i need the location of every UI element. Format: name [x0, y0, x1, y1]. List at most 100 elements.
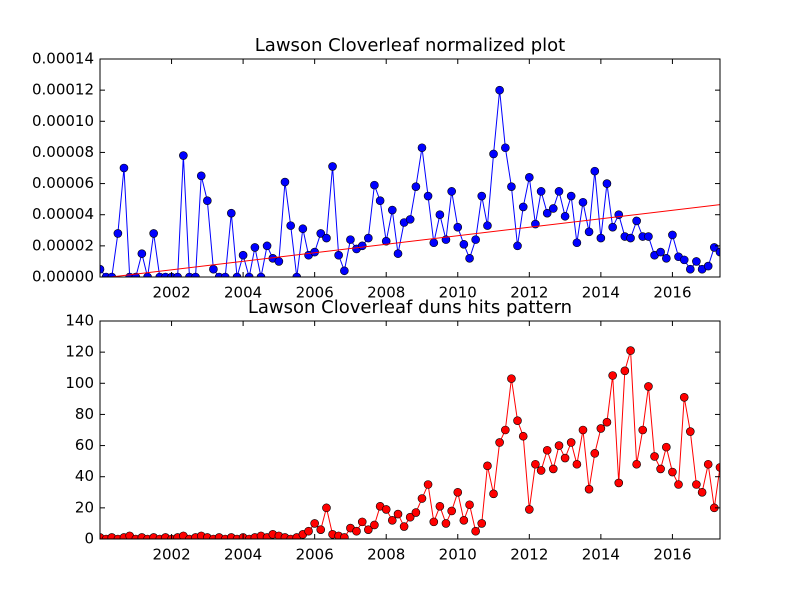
series-group — [100, 85, 720, 277]
data-point — [405, 512, 415, 522]
data-point — [536, 187, 546, 196]
x-tick-label: 2002 — [152, 284, 190, 302]
data-point — [662, 254, 671, 263]
series-group — [100, 346, 720, 539]
data-point — [572, 459, 582, 469]
data-point — [370, 180, 379, 190]
data-line — [100, 90, 720, 277]
data-point — [423, 191, 433, 201]
data-point — [644, 232, 653, 241]
y-tick-label: 100 — [65, 374, 94, 392]
data-point — [608, 222, 617, 232]
data-point — [513, 241, 522, 251]
data-point — [477, 191, 487, 201]
x-tick-label: 2006 — [296, 546, 334, 564]
data-point — [686, 427, 695, 436]
data-point — [703, 261, 713, 271]
data-point — [393, 509, 403, 519]
data-point — [715, 463, 720, 472]
data-point — [584, 484, 594, 494]
data-point — [554, 187, 564, 196]
data-point — [441, 519, 451, 528]
data-point — [692, 480, 701, 489]
y-tick-label: 0.00000 — [32, 268, 94, 286]
data-point — [501, 425, 510, 435]
data-point — [340, 533, 349, 539]
data-point — [387, 205, 397, 215]
x-tick-label: 2012 — [510, 546, 548, 564]
data-point — [489, 489, 498, 499]
data-point — [471, 235, 480, 244]
data-point — [531, 459, 540, 469]
data-point — [495, 438, 504, 447]
data-point — [602, 417, 612, 427]
y-tick-label: 20 — [75, 498, 94, 516]
data-point — [179, 151, 188, 160]
data-point — [483, 461, 492, 471]
trend-line — [110, 204, 720, 277]
data-point — [536, 466, 546, 475]
y-tick-label: 0.00004 — [32, 205, 94, 223]
data-point — [322, 503, 331, 513]
data-point — [501, 143, 510, 153]
data-point — [656, 247, 665, 257]
data-point — [638, 425, 648, 435]
data-point — [370, 520, 379, 530]
data-point — [364, 233, 373, 243]
x-tick-label: 2010 — [439, 284, 477, 302]
data-point — [393, 249, 403, 258]
data-point — [280, 177, 290, 187]
data-point — [686, 264, 695, 274]
data-point — [679, 255, 689, 265]
data-point — [626, 233, 635, 243]
chart-title: Lawson Cloverleaf duns hits pattern — [248, 297, 572, 318]
data-point — [507, 374, 516, 383]
y-tick-label: 0.00008 — [32, 143, 94, 161]
data-point — [513, 416, 522, 425]
data-point — [411, 508, 421, 517]
data-point — [715, 247, 720, 257]
data-point — [417, 494, 427, 503]
chart-title: Lawson Cloverleaf normalized plot — [255, 35, 565, 56]
data-point — [316, 525, 326, 534]
data-point — [632, 459, 641, 469]
data-point — [340, 266, 349, 276]
data-point — [620, 366, 630, 376]
data-point — [525, 173, 534, 182]
axes-frame — [99, 58, 721, 278]
data-point — [100, 264, 105, 274]
data-point — [411, 182, 421, 191]
y-tick-label: 0.00002 — [32, 236, 94, 254]
data-point — [459, 240, 469, 249]
data-point — [447, 187, 456, 196]
data-point — [465, 500, 474, 510]
axes-frame — [99, 320, 721, 540]
x-tick-label: 2010 — [439, 546, 477, 564]
data-point — [196, 171, 206, 181]
data-point — [626, 346, 635, 355]
data-point — [310, 519, 319, 528]
data-point — [429, 517, 439, 527]
data-point — [602, 179, 612, 188]
data-point — [560, 211, 570, 221]
data-point — [203, 196, 212, 205]
data-point — [590, 449, 600, 458]
data-point — [632, 216, 641, 226]
data-point — [614, 210, 624, 220]
data-point — [322, 233, 331, 243]
x-tick-label: 2002 — [152, 546, 190, 564]
data-point — [471, 526, 480, 536]
data-point — [256, 272, 266, 277]
data-point — [572, 238, 582, 248]
data-point — [668, 467, 677, 477]
y-tick-label: 140 — [65, 312, 94, 330]
data-point — [453, 222, 463, 232]
data-point — [548, 204, 558, 213]
data-point — [357, 517, 367, 527]
data-point — [417, 143, 427, 153]
data-point — [149, 229, 158, 238]
x-tick-label: 2008 — [367, 284, 405, 302]
data-point — [209, 264, 218, 274]
data-point — [656, 464, 665, 474]
